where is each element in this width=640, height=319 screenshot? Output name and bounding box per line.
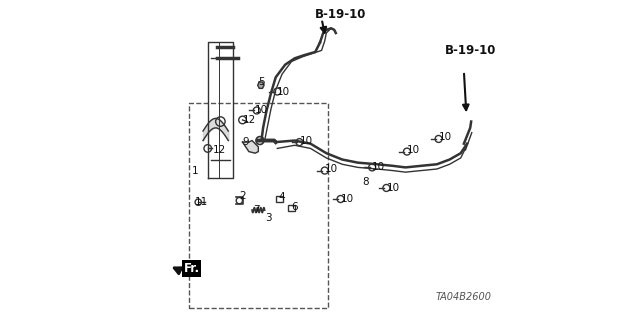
Bar [276,196,283,202]
Text: B-19-10: B-19-10 [445,44,496,57]
Text: 10: 10 [372,162,385,172]
Text: 10: 10 [438,132,452,142]
Text: 1: 1 [192,166,198,175]
Text: 6: 6 [292,202,298,212]
Bar [289,205,295,211]
Bar [189,103,328,308]
Polygon shape [243,141,259,153]
Text: Fr.: Fr. [184,262,200,275]
Text: 10: 10 [255,106,268,115]
Text: 11: 11 [195,197,209,207]
Text: 2: 2 [239,191,246,201]
Text: 4: 4 [279,192,285,203]
Text: 10: 10 [324,164,338,174]
Text: 10: 10 [407,145,420,155]
Polygon shape [258,82,264,88]
Text: 9: 9 [243,137,249,147]
Text: 3: 3 [265,213,271,223]
Text: 5: 5 [259,77,265,87]
Text: 12: 12 [243,115,256,125]
Text: B-19-10: B-19-10 [316,8,367,20]
Text: 8: 8 [363,177,369,187]
Text: 12: 12 [212,145,226,155]
Text: 10: 10 [300,136,312,145]
Text: TA04B2600: TA04B2600 [435,292,492,302]
Text: 10: 10 [340,194,354,204]
Text: 7: 7 [253,205,260,215]
Text: 10: 10 [277,86,291,97]
Text: 10: 10 [387,183,399,193]
